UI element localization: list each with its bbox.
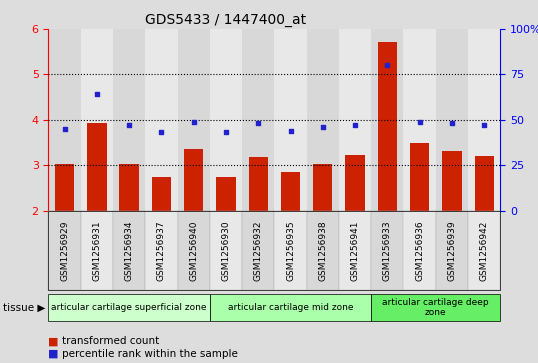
- Bar: [145, 29, 178, 211]
- Bar: [55, 164, 74, 211]
- Bar: [184, 149, 203, 211]
- Bar: [468, 29, 500, 211]
- Bar: [242, 29, 274, 211]
- Text: ■: ■: [48, 349, 59, 359]
- Text: transformed count: transformed count: [62, 336, 159, 346]
- Point: [480, 122, 489, 128]
- Bar: [113, 29, 145, 211]
- Bar: [371, 29, 404, 211]
- Point: [351, 122, 359, 128]
- Point: [222, 130, 230, 135]
- Point: [286, 128, 295, 134]
- Bar: [87, 123, 107, 211]
- Text: GSM1256935: GSM1256935: [286, 220, 295, 281]
- Text: GSM1256932: GSM1256932: [254, 220, 263, 281]
- Bar: [281, 172, 300, 211]
- Text: GSM1256933: GSM1256933: [383, 220, 392, 281]
- Bar: [475, 156, 494, 211]
- Text: GSM1256939: GSM1256939: [448, 220, 456, 281]
- Bar: [178, 29, 210, 211]
- Text: GSM1256936: GSM1256936: [415, 220, 424, 281]
- Point: [157, 130, 166, 135]
- Text: ■: ■: [48, 336, 59, 346]
- Point: [318, 124, 327, 130]
- Bar: [152, 176, 171, 211]
- Point: [93, 91, 101, 97]
- Bar: [216, 176, 236, 211]
- Text: articular cartilage mid zone: articular cartilage mid zone: [228, 303, 353, 312]
- Text: GSM1256940: GSM1256940: [189, 220, 198, 281]
- Bar: [81, 29, 113, 211]
- Point: [254, 121, 263, 126]
- Text: GSM1256942: GSM1256942: [480, 220, 489, 281]
- Bar: [249, 157, 268, 211]
- Text: percentile rank within the sample: percentile rank within the sample: [62, 349, 238, 359]
- Text: GSM1256934: GSM1256934: [125, 220, 133, 281]
- Text: GSM1256941: GSM1256941: [351, 220, 359, 281]
- Bar: [345, 155, 365, 211]
- Bar: [210, 29, 242, 211]
- Point: [448, 121, 456, 126]
- Bar: [404, 29, 436, 211]
- Text: GSM1256929: GSM1256929: [60, 220, 69, 281]
- Point: [60, 126, 69, 132]
- Bar: [307, 29, 339, 211]
- Bar: [410, 143, 429, 211]
- Bar: [378, 42, 397, 211]
- Text: GSM1256931: GSM1256931: [93, 220, 101, 281]
- Bar: [313, 164, 332, 211]
- Point: [415, 119, 424, 125]
- Text: articular cartilage superficial zone: articular cartilage superficial zone: [51, 303, 207, 312]
- Text: GSM1256930: GSM1256930: [222, 220, 230, 281]
- Bar: [436, 29, 468, 211]
- Point: [383, 62, 392, 68]
- Bar: [48, 29, 81, 211]
- Point: [189, 119, 198, 125]
- Bar: [442, 151, 462, 211]
- Text: GSM1256937: GSM1256937: [157, 220, 166, 281]
- Point: [125, 122, 133, 128]
- Bar: [339, 29, 371, 211]
- Text: tissue ▶: tissue ▶: [3, 303, 45, 313]
- Text: GDS5433 / 1447400_at: GDS5433 / 1447400_at: [145, 13, 307, 27]
- Bar: [274, 29, 307, 211]
- Bar: [119, 164, 139, 211]
- Text: GSM1256938: GSM1256938: [318, 220, 327, 281]
- Text: articular cartilage deep
zone: articular cartilage deep zone: [383, 298, 489, 317]
